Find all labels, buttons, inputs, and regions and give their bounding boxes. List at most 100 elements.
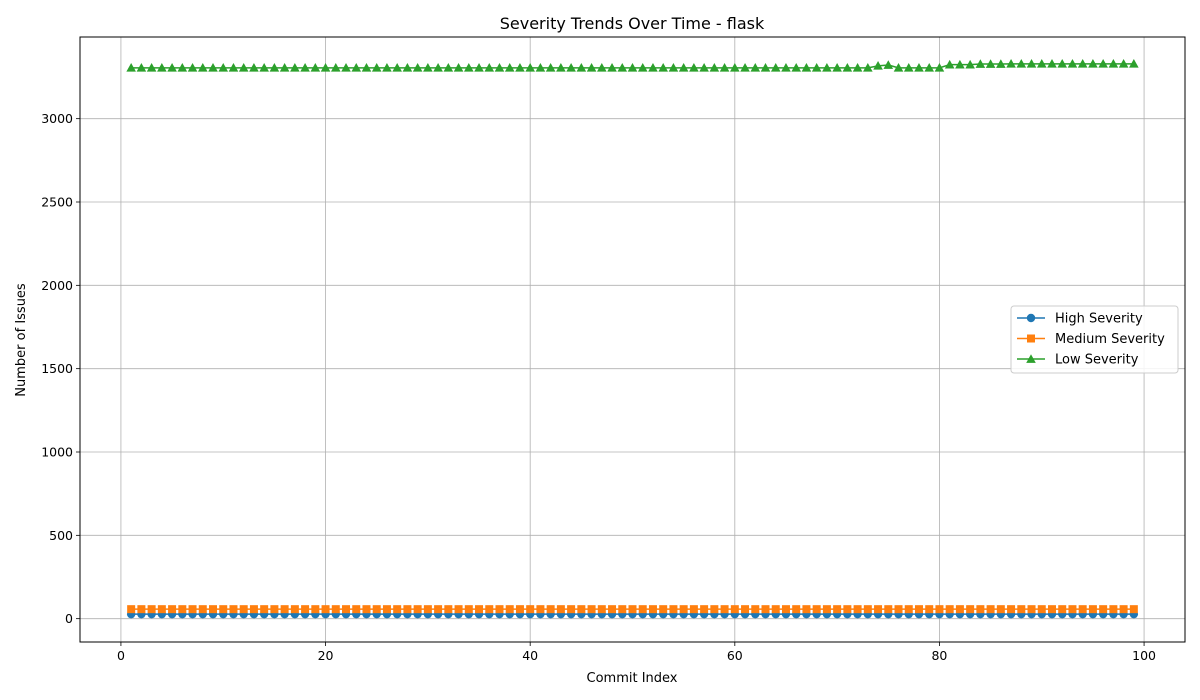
medium-severity-point	[863, 605, 872, 614]
medium-severity-point	[352, 605, 361, 614]
low-severity-point	[965, 59, 975, 69]
low-severity-point	[750, 63, 761, 72]
medium-severity-point	[1129, 605, 1138, 614]
medium-severity-point	[137, 605, 146, 614]
medium-severity-point	[1068, 605, 1077, 614]
medium-severity-point	[659, 605, 668, 614]
low-severity-point	[423, 63, 433, 72]
low-severity-point	[515, 63, 525, 72]
low-severity-point	[699, 63, 709, 72]
low-severity-point	[801, 63, 812, 72]
low-severity-point	[822, 63, 832, 72]
medium-severity-point	[884, 605, 893, 614]
medium-severity-point	[648, 605, 657, 614]
medium-severity-point	[1007, 605, 1016, 614]
low-severity-point	[238, 63, 249, 72]
low-severity-point	[586, 63, 597, 72]
medium-severity-point	[1109, 605, 1118, 614]
low-severity-point	[863, 63, 873, 72]
medium-severity-point	[618, 605, 627, 614]
low-severity-point	[617, 63, 628, 72]
y-tick-label: 1500	[41, 361, 73, 376]
low-severity-point	[443, 63, 454, 72]
low-severity-point	[975, 59, 986, 68]
low-severity-point	[1098, 59, 1108, 68]
medium-severity-point	[689, 605, 698, 614]
low-severity-point	[310, 63, 321, 72]
medium-severity-point	[1119, 605, 1128, 614]
medium-severity-point	[1017, 605, 1026, 614]
medium-severity-point	[587, 605, 596, 614]
x-tick-label: 80	[931, 648, 947, 663]
low-severity-point	[944, 59, 955, 69]
low-severity-point	[218, 63, 229, 72]
low-severity-point	[361, 63, 372, 72]
high-severity-legend-marker	[1026, 313, 1036, 323]
medium-severity-point	[945, 605, 954, 614]
low-severity-point	[873, 61, 883, 70]
medium-severity-point	[986, 605, 995, 614]
low-severity-point	[525, 63, 535, 72]
medium-severity-point	[597, 605, 606, 614]
low-severity-point	[811, 63, 822, 72]
low-severity-point	[259, 63, 269, 72]
low-severity-point	[678, 63, 689, 72]
low-severity-point	[924, 63, 935, 72]
low-severity-point	[392, 63, 402, 72]
low-severity-point	[146, 63, 157, 72]
low-severity-point	[903, 63, 914, 72]
medium-severity-point	[679, 605, 688, 614]
low-severity-point	[269, 63, 280, 72]
medium-severity-point	[311, 605, 320, 614]
medium-severity-legend-marker	[1027, 334, 1035, 343]
low-severity-point	[330, 63, 341, 72]
medium-severity-point	[741, 605, 750, 614]
medium-severity-point	[464, 605, 473, 614]
medium-severity-point	[792, 605, 801, 614]
medium-severity-point	[966, 605, 975, 614]
y-tick-label: 2000	[41, 278, 73, 293]
medium-severity-point	[260, 605, 269, 614]
plot-frame	[79, 36, 1186, 643]
medium-severity-point	[485, 605, 494, 614]
low-severity-point	[412, 63, 423, 72]
medium-severity-point	[331, 605, 340, 614]
x-tick-label: 40	[522, 648, 538, 663]
medium-severity-point	[290, 605, 299, 614]
medium-severity-point	[454, 605, 463, 614]
y-tick-label: 2500	[41, 195, 73, 210]
medium-severity-point	[505, 605, 514, 614]
low-severity-point	[402, 63, 413, 72]
y-tick-label: 0	[65, 611, 73, 626]
x-tick-label: 100	[1132, 648, 1156, 663]
low-severity-point	[985, 59, 996, 68]
x-tick-label: 60	[727, 648, 743, 663]
low-severity-point	[453, 63, 464, 72]
medium-severity-point	[362, 605, 371, 614]
low-severity-legend-label: Low Severity	[1055, 353, 1139, 368]
medium-severity-point	[833, 605, 842, 614]
low-severity-point	[1118, 59, 1129, 68]
high-severity-legend-label: High Severity	[1055, 312, 1143, 327]
low-severity-point	[668, 63, 679, 72]
medium-severity-point	[1037, 605, 1046, 614]
medium-severity-point	[567, 605, 576, 614]
medium-severity-point	[495, 605, 504, 614]
x-tick-label: 20	[318, 648, 334, 663]
y-tick-label: 500	[49, 528, 73, 543]
low-severity-point	[658, 63, 668, 72]
medium-severity-point	[608, 605, 617, 614]
low-severity-point	[228, 63, 239, 72]
medium-severity-point	[771, 605, 780, 614]
medium-severity-point	[751, 605, 760, 614]
low-severity-point	[934, 63, 945, 72]
low-severity-point	[1036, 59, 1047, 68]
low-severity-point	[1108, 59, 1119, 68]
low-severity-point	[1026, 59, 1037, 68]
low-severity-point	[463, 63, 474, 72]
low-severity-point	[781, 63, 791, 72]
medium-severity-point	[720, 605, 729, 614]
low-severity-point	[504, 63, 515, 72]
medium-severity-point	[700, 605, 709, 614]
